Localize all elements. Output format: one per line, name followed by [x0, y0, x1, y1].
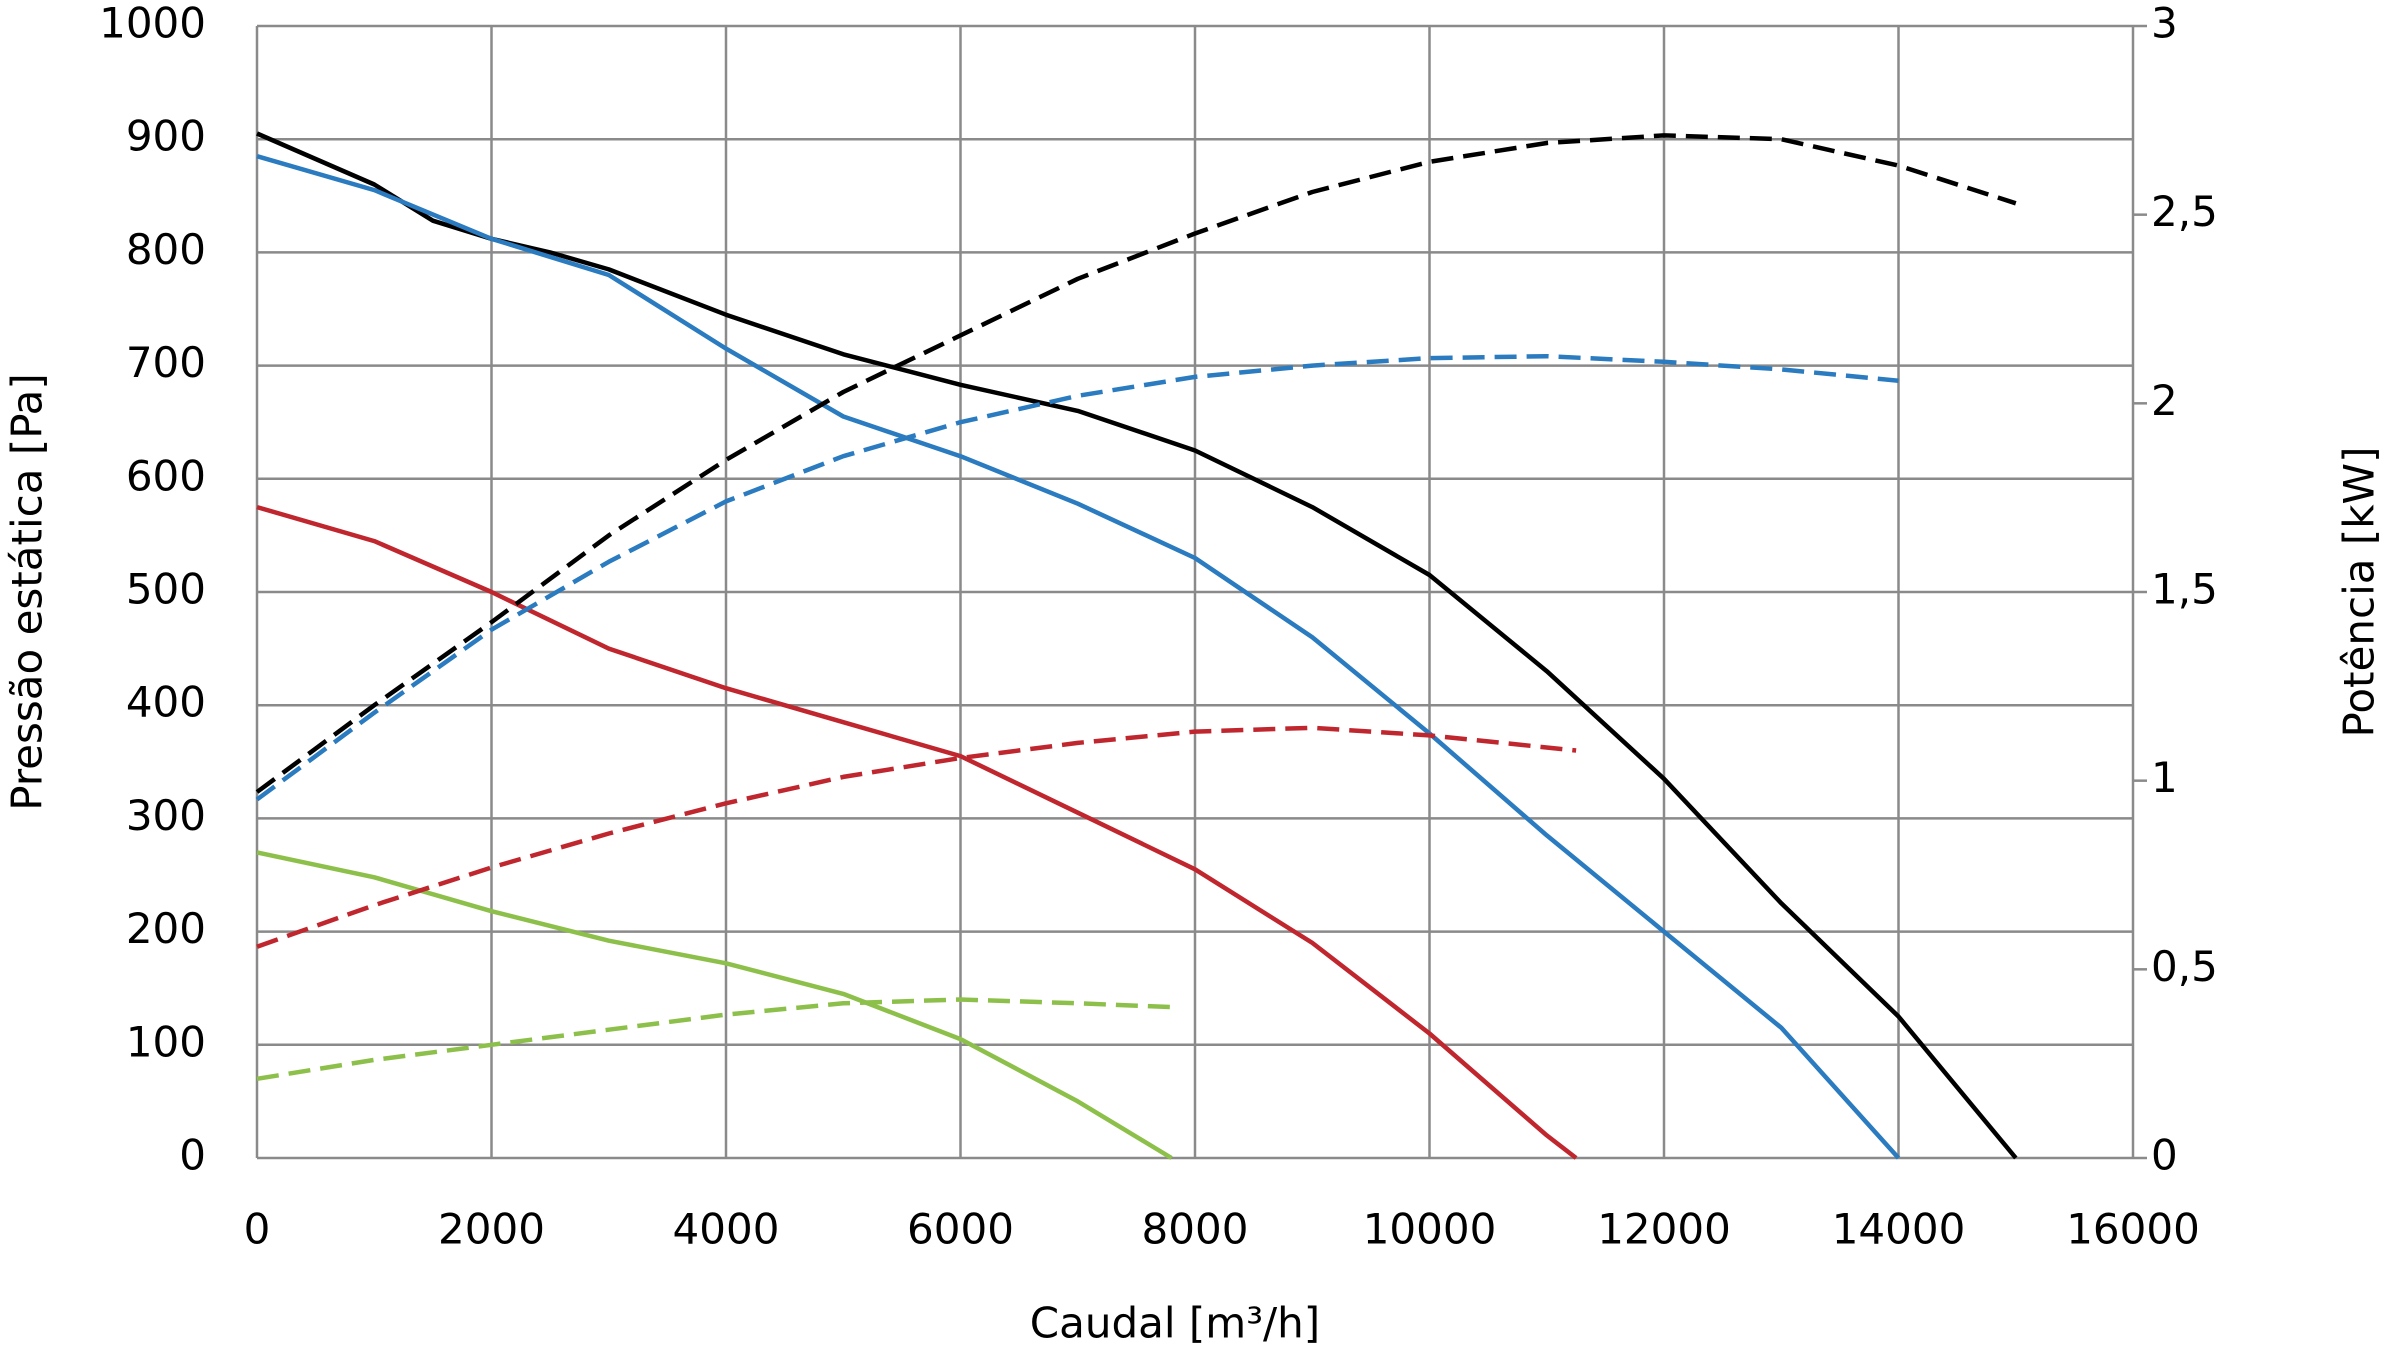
x-tick-label: 16000 [2066, 1205, 2200, 1254]
y2-tick-label: 1 [2151, 753, 2178, 802]
power-curve [256, 725, 1577, 949]
x-tick-label: 0 [244, 1205, 271, 1254]
x-tick-label: 10000 [1363, 1205, 1497, 1254]
y2-tick-label: 0 [2151, 1131, 2178, 1180]
power-curve [255, 353, 1899, 802]
y-axis-label: Pressão estática [Pa] [3, 373, 52, 811]
y-tick-label: 500 [126, 565, 206, 614]
y-tick-label: 800 [126, 225, 206, 274]
x-tick-label: 2000 [438, 1205, 545, 1254]
y-tick-label: 300 [126, 791, 206, 840]
pressure-curve [256, 504, 1578, 1160]
power-curve [256, 997, 1172, 1082]
x-tick-label: 8000 [1142, 1205, 1249, 1254]
y2-tick-label: 1,5 [2151, 565, 2218, 614]
x-tick-label: 4000 [673, 1205, 780, 1254]
pressure-curve [256, 850, 1173, 1160]
y-tick-label: 900 [126, 112, 206, 161]
x-tick-label: 6000 [907, 1205, 1014, 1254]
x-tick-label: 14000 [1832, 1205, 1966, 1254]
y2-tick-label: 2 [2151, 376, 2178, 425]
y2-tick-label: 2,5 [2151, 187, 2218, 236]
y-tick-label: 100 [126, 1017, 206, 1066]
y-tick-label: 0 [179, 1131, 206, 1180]
y-tick-label: 400 [126, 678, 206, 727]
y-tick-label: 700 [126, 338, 206, 387]
power-curve [255, 133, 2017, 794]
y-tick-label: 200 [126, 904, 206, 953]
y2-axis-label: Potência [kW] [2335, 447, 2384, 738]
y2-tick-label: 3 [2151, 0, 2178, 48]
y2-tick-label: 0,5 [2151, 942, 2218, 991]
x-tick-label: 12000 [1597, 1205, 1731, 1254]
y-tick-label: 600 [126, 451, 206, 500]
x-axis-label: Caudal [m³/h] [1030, 1299, 1320, 1348]
y-tick-label: 1000 [99, 0, 206, 48]
pressure-curve [256, 154, 1901, 1160]
